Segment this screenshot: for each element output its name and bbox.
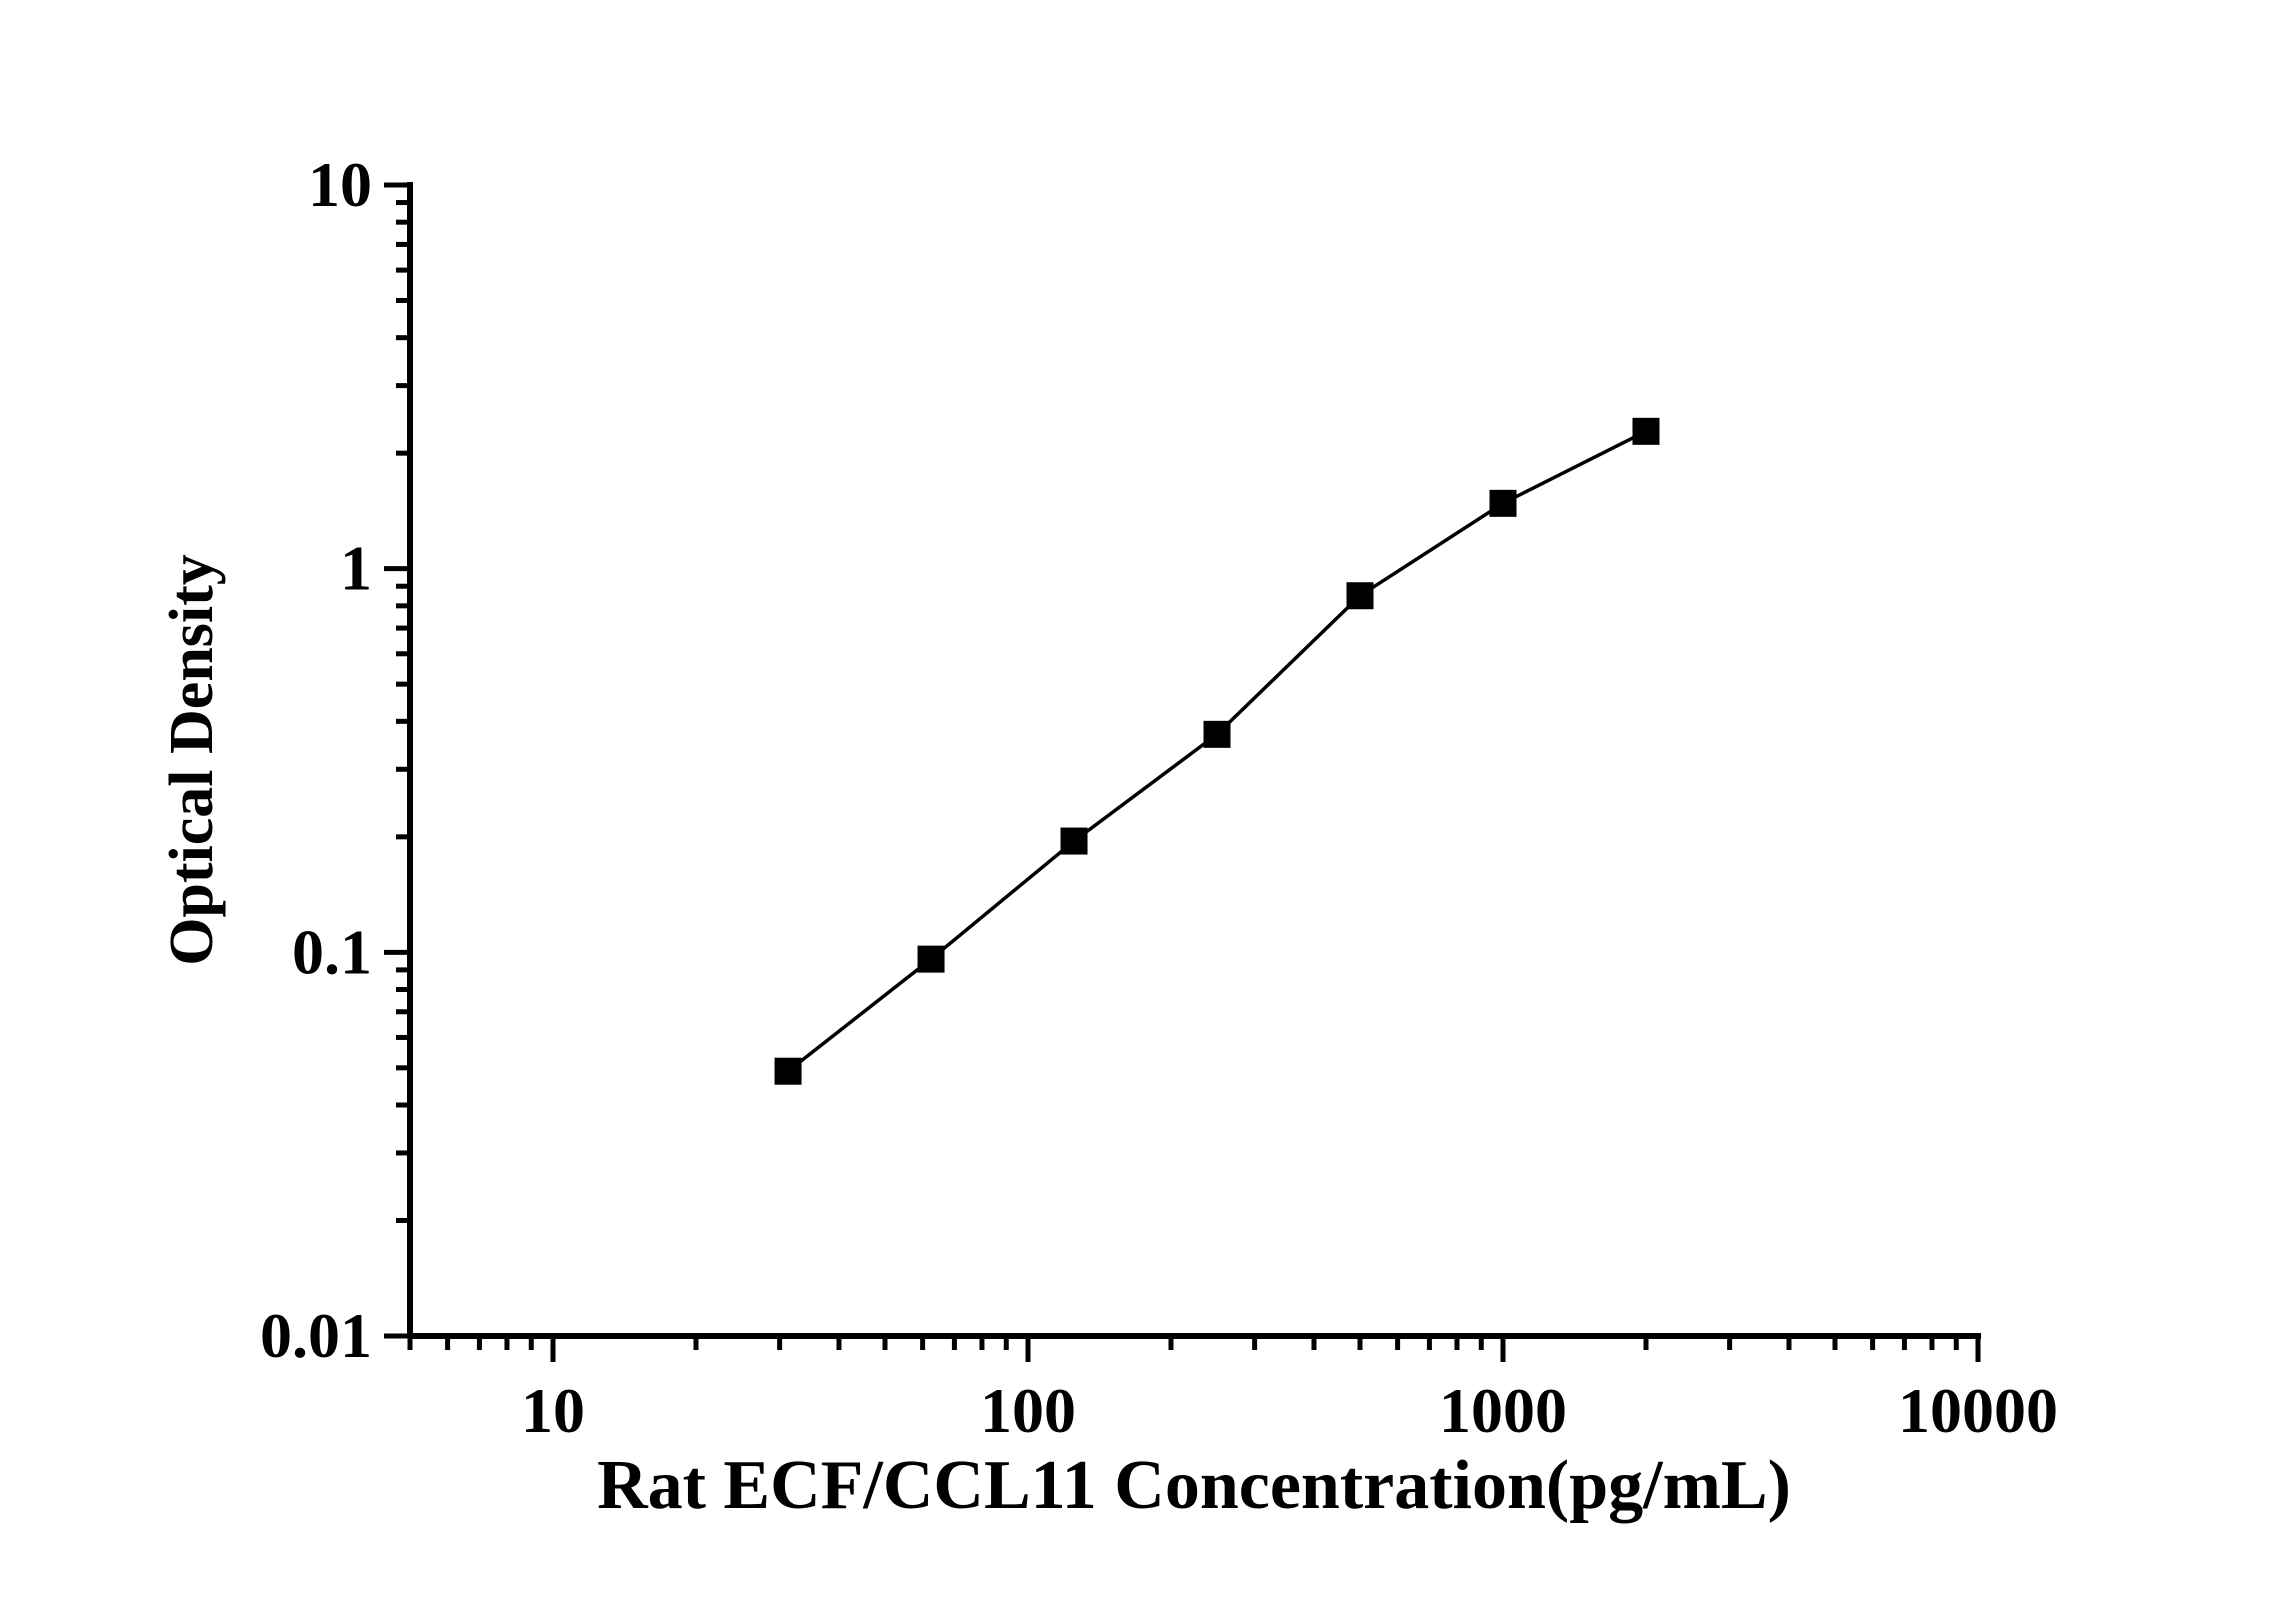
data-point-marker [1632, 417, 1660, 445]
data-layer [774, 417, 1660, 1085]
y-tick-label-2: 0.1 [292, 916, 372, 987]
data-point-marker [1489, 489, 1517, 517]
data-point-marker [774, 1057, 802, 1085]
standard-curve-line [786, 429, 1647, 1073]
y-tick-label-1: 1 [340, 533, 372, 604]
x-tick-label-1: 100 [980, 1375, 1076, 1446]
data-point-marker [1060, 827, 1088, 855]
x-tick-label-3: 10000 [1898, 1375, 2058, 1446]
data-point-marker [917, 945, 945, 973]
y-tick-label-0: 10 [308, 149, 372, 220]
data-point-marker [1203, 720, 1231, 748]
x-tick-label-0: 10 [521, 1375, 585, 1446]
x-axis-title: Rat ECF/CCL11 Concentration(pg/mL) [597, 1447, 1791, 1524]
x-tick-label-2: 1000 [1439, 1375, 1567, 1446]
axes-layer: 10 100 1000 10000 10 1 0.1 0.01 [260, 149, 2058, 1446]
data-point-marker [1346, 582, 1374, 610]
y-axis-title: Optical Density [158, 554, 226, 966]
y-tick-label-3: 0.01 [260, 1300, 372, 1371]
